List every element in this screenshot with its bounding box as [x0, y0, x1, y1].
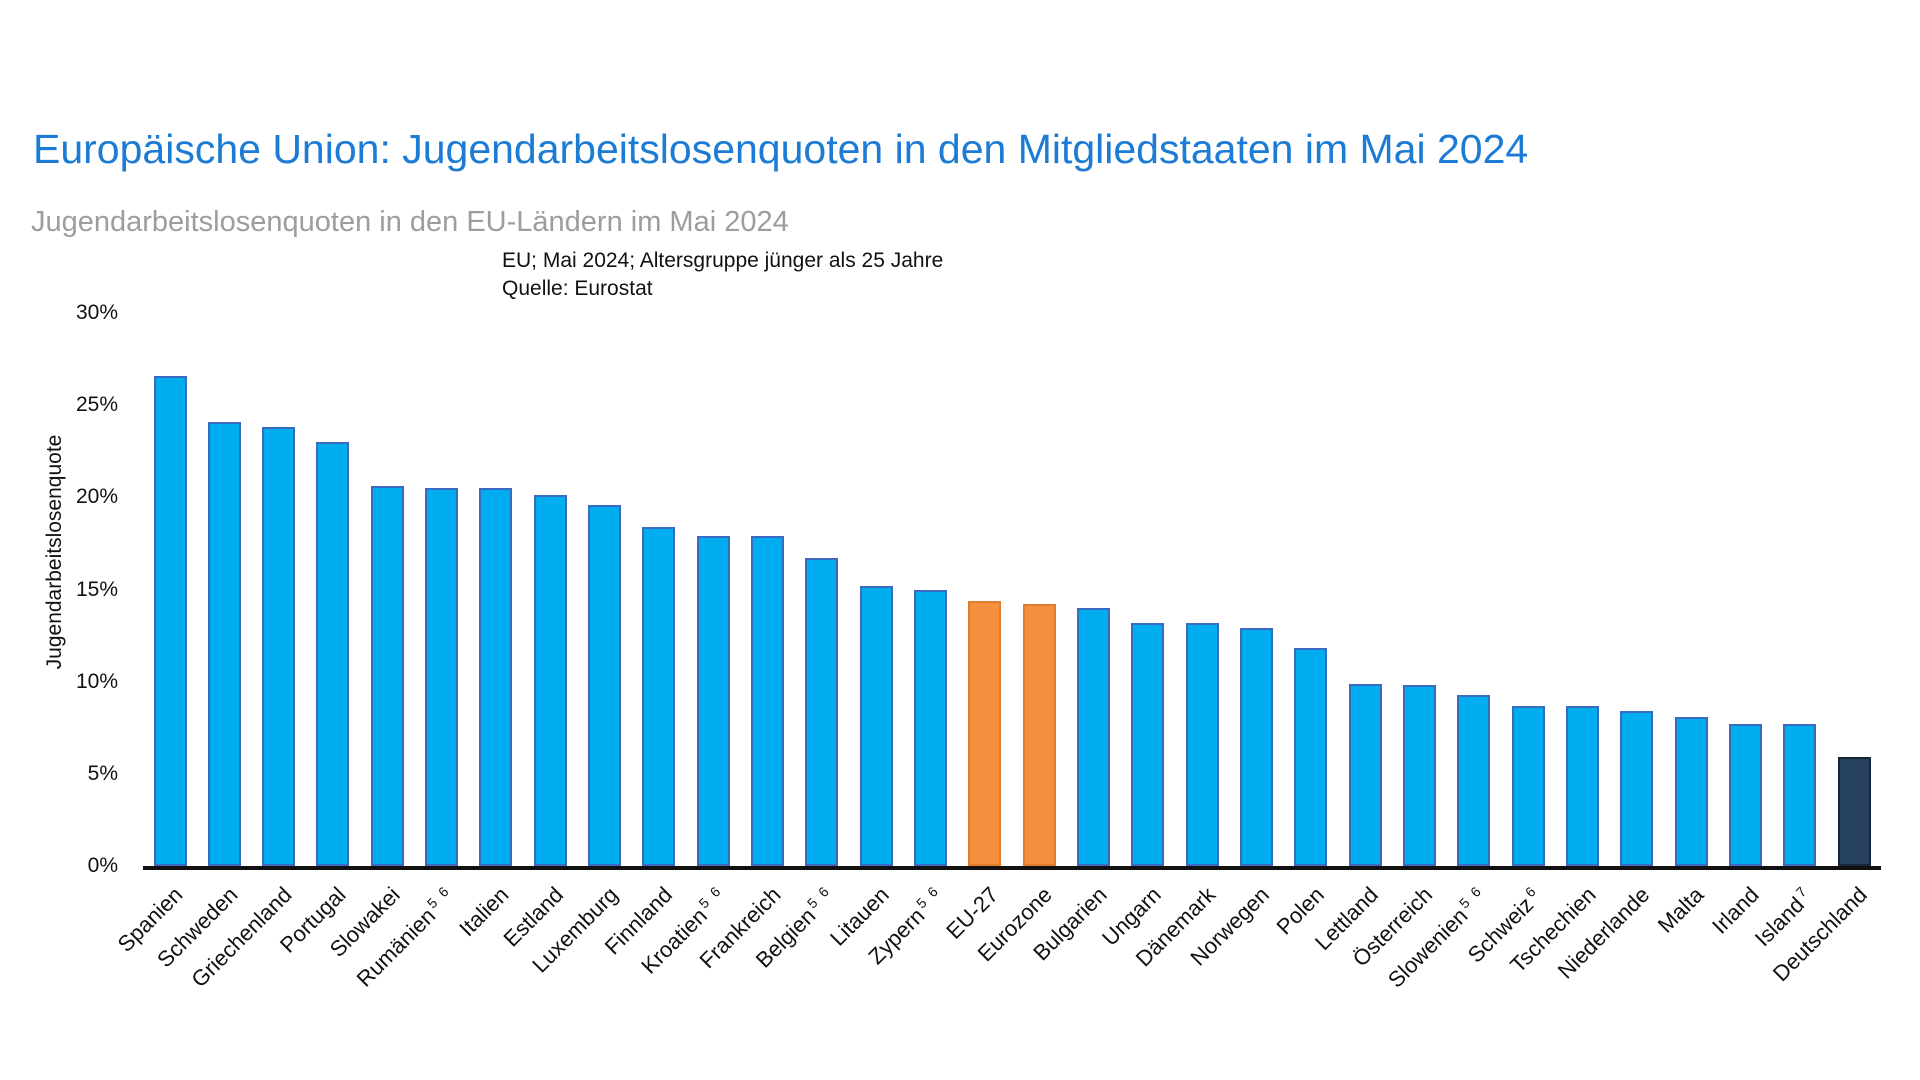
bar-griechenland — [262, 427, 296, 866]
bar--sterreich — [1403, 685, 1437, 866]
bar-spanien — [153, 375, 187, 866]
bar-schweden — [207, 421, 241, 866]
bar-deutschland — [1837, 757, 1871, 866]
bar-niederlande — [1620, 711, 1654, 866]
bar-slowakei — [370, 486, 404, 866]
bar-belgien — [805, 558, 839, 866]
x-axis-line — [143, 866, 1881, 870]
bar-luxemburg — [588, 504, 622, 866]
bar-portugal — [316, 442, 350, 866]
y-tick-label: 10% — [75, 669, 118, 693]
bar-irland — [1729, 724, 1763, 866]
bar-norwegen — [1240, 628, 1274, 866]
x-category-label: Malta — [1653, 882, 1709, 938]
bar-malta — [1674, 716, 1708, 866]
y-tick-label: 30% — [75, 301, 118, 324]
bar-rum-nien — [425, 488, 459, 866]
footnote-marker: 5 6 — [695, 882, 725, 912]
bar-zypern — [914, 589, 948, 866]
y-tick-label: 5% — [87, 761, 118, 785]
bar-polen — [1294, 648, 1328, 866]
bar-slowenien — [1457, 694, 1491, 866]
bar-schweiz — [1511, 705, 1545, 866]
bar-litauen — [859, 585, 893, 866]
footnote-marker: 7 — [1792, 882, 1812, 901]
chart-annotation-line1: EU; Mai 2024; Altersgruppe jünger als 25… — [502, 249, 944, 272]
bar-tschechien — [1566, 705, 1600, 866]
y-axis-title: Jugendarbeitslosenquote — [43, 434, 66, 670]
y-tick-label: 20% — [75, 485, 118, 509]
footnote-marker: 6 — [1521, 882, 1540, 901]
footnote-marker: 5 6 — [803, 882, 834, 912]
page-title: Europäische Union: Jugendarbeitslosenquo… — [33, 126, 1529, 173]
bar-ungarn — [1131, 622, 1165, 866]
bar-estland — [533, 495, 567, 866]
bar-bulgarien — [1077, 607, 1111, 866]
footnote-marker: 5 6 — [912, 882, 942, 912]
bar-d-nemark — [1185, 622, 1219, 866]
bar-eurozone — [1022, 604, 1056, 866]
y-tick-label: 0% — [87, 854, 118, 877]
chart-annotation-line2: Quelle: Eurostat — [502, 277, 653, 300]
bar-italien — [479, 488, 513, 866]
bar-kroatien — [696, 536, 730, 866]
bar-lettland — [1348, 683, 1382, 866]
bar-frankreich — [751, 536, 785, 866]
y-tick-label: 25% — [75, 393, 118, 417]
bar-eu-27 — [968, 600, 1002, 866]
bar-island — [1783, 724, 1817, 866]
y-tick-label: 15% — [75, 577, 118, 601]
page-subtitle: Jugendarbeitslosenquoten in den EU-Lände… — [31, 206, 789, 239]
footnote-marker: 5 6 — [423, 882, 453, 912]
bar-finnland — [642, 526, 676, 866]
footnote-marker: 5 6 — [1455, 882, 1486, 912]
